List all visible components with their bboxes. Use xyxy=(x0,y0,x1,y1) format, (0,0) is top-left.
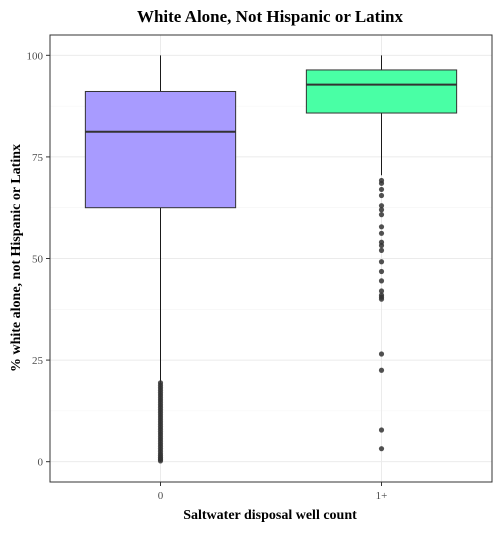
outlier-point xyxy=(378,259,385,265)
outlier-point xyxy=(378,230,385,236)
y-tick-label: 25 xyxy=(32,355,44,367)
outlier-point xyxy=(378,207,385,213)
outlier-point xyxy=(378,446,385,452)
outlier-point xyxy=(378,351,385,357)
outlier-point xyxy=(378,296,385,302)
chart-title: White Alone, Not Hispanic or Latinx xyxy=(137,7,404,26)
box-body xyxy=(84,90,237,209)
y-tick-label: 50 xyxy=(32,254,44,266)
outlier-point xyxy=(378,242,385,249)
x-tick-label: 1+ xyxy=(376,490,388,502)
outlier-point xyxy=(378,278,385,284)
outlier-point xyxy=(378,212,385,218)
box-group-0 xyxy=(84,55,237,464)
outlier-point xyxy=(378,192,385,199)
outlier-point xyxy=(378,247,385,253)
outlier-point xyxy=(378,367,385,373)
outlier-point xyxy=(378,180,385,186)
outlier-point xyxy=(157,380,164,386)
box-group-1+ xyxy=(305,55,458,452)
box-body xyxy=(305,69,458,114)
plot-area xyxy=(84,55,458,464)
outlier-point xyxy=(378,268,385,275)
outlier-point xyxy=(378,186,385,193)
y-tick-label: 75 xyxy=(32,152,44,164)
y-tick-label: 0 xyxy=(38,457,44,469)
axes: 0 25 50 75 100 0 1+ xyxy=(27,50,388,502)
outlier-point xyxy=(378,288,385,294)
y-tick-label: 100 xyxy=(27,50,44,62)
x-axis-title: Saltwater disposal well count xyxy=(183,508,357,523)
outlier-point xyxy=(378,427,385,433)
outlier-point xyxy=(378,224,385,230)
x-tick-label: 0 xyxy=(158,490,164,502)
y-axis-title: % white alone, not Hispanic or Latinx xyxy=(9,144,24,372)
outlier-point xyxy=(378,203,385,209)
